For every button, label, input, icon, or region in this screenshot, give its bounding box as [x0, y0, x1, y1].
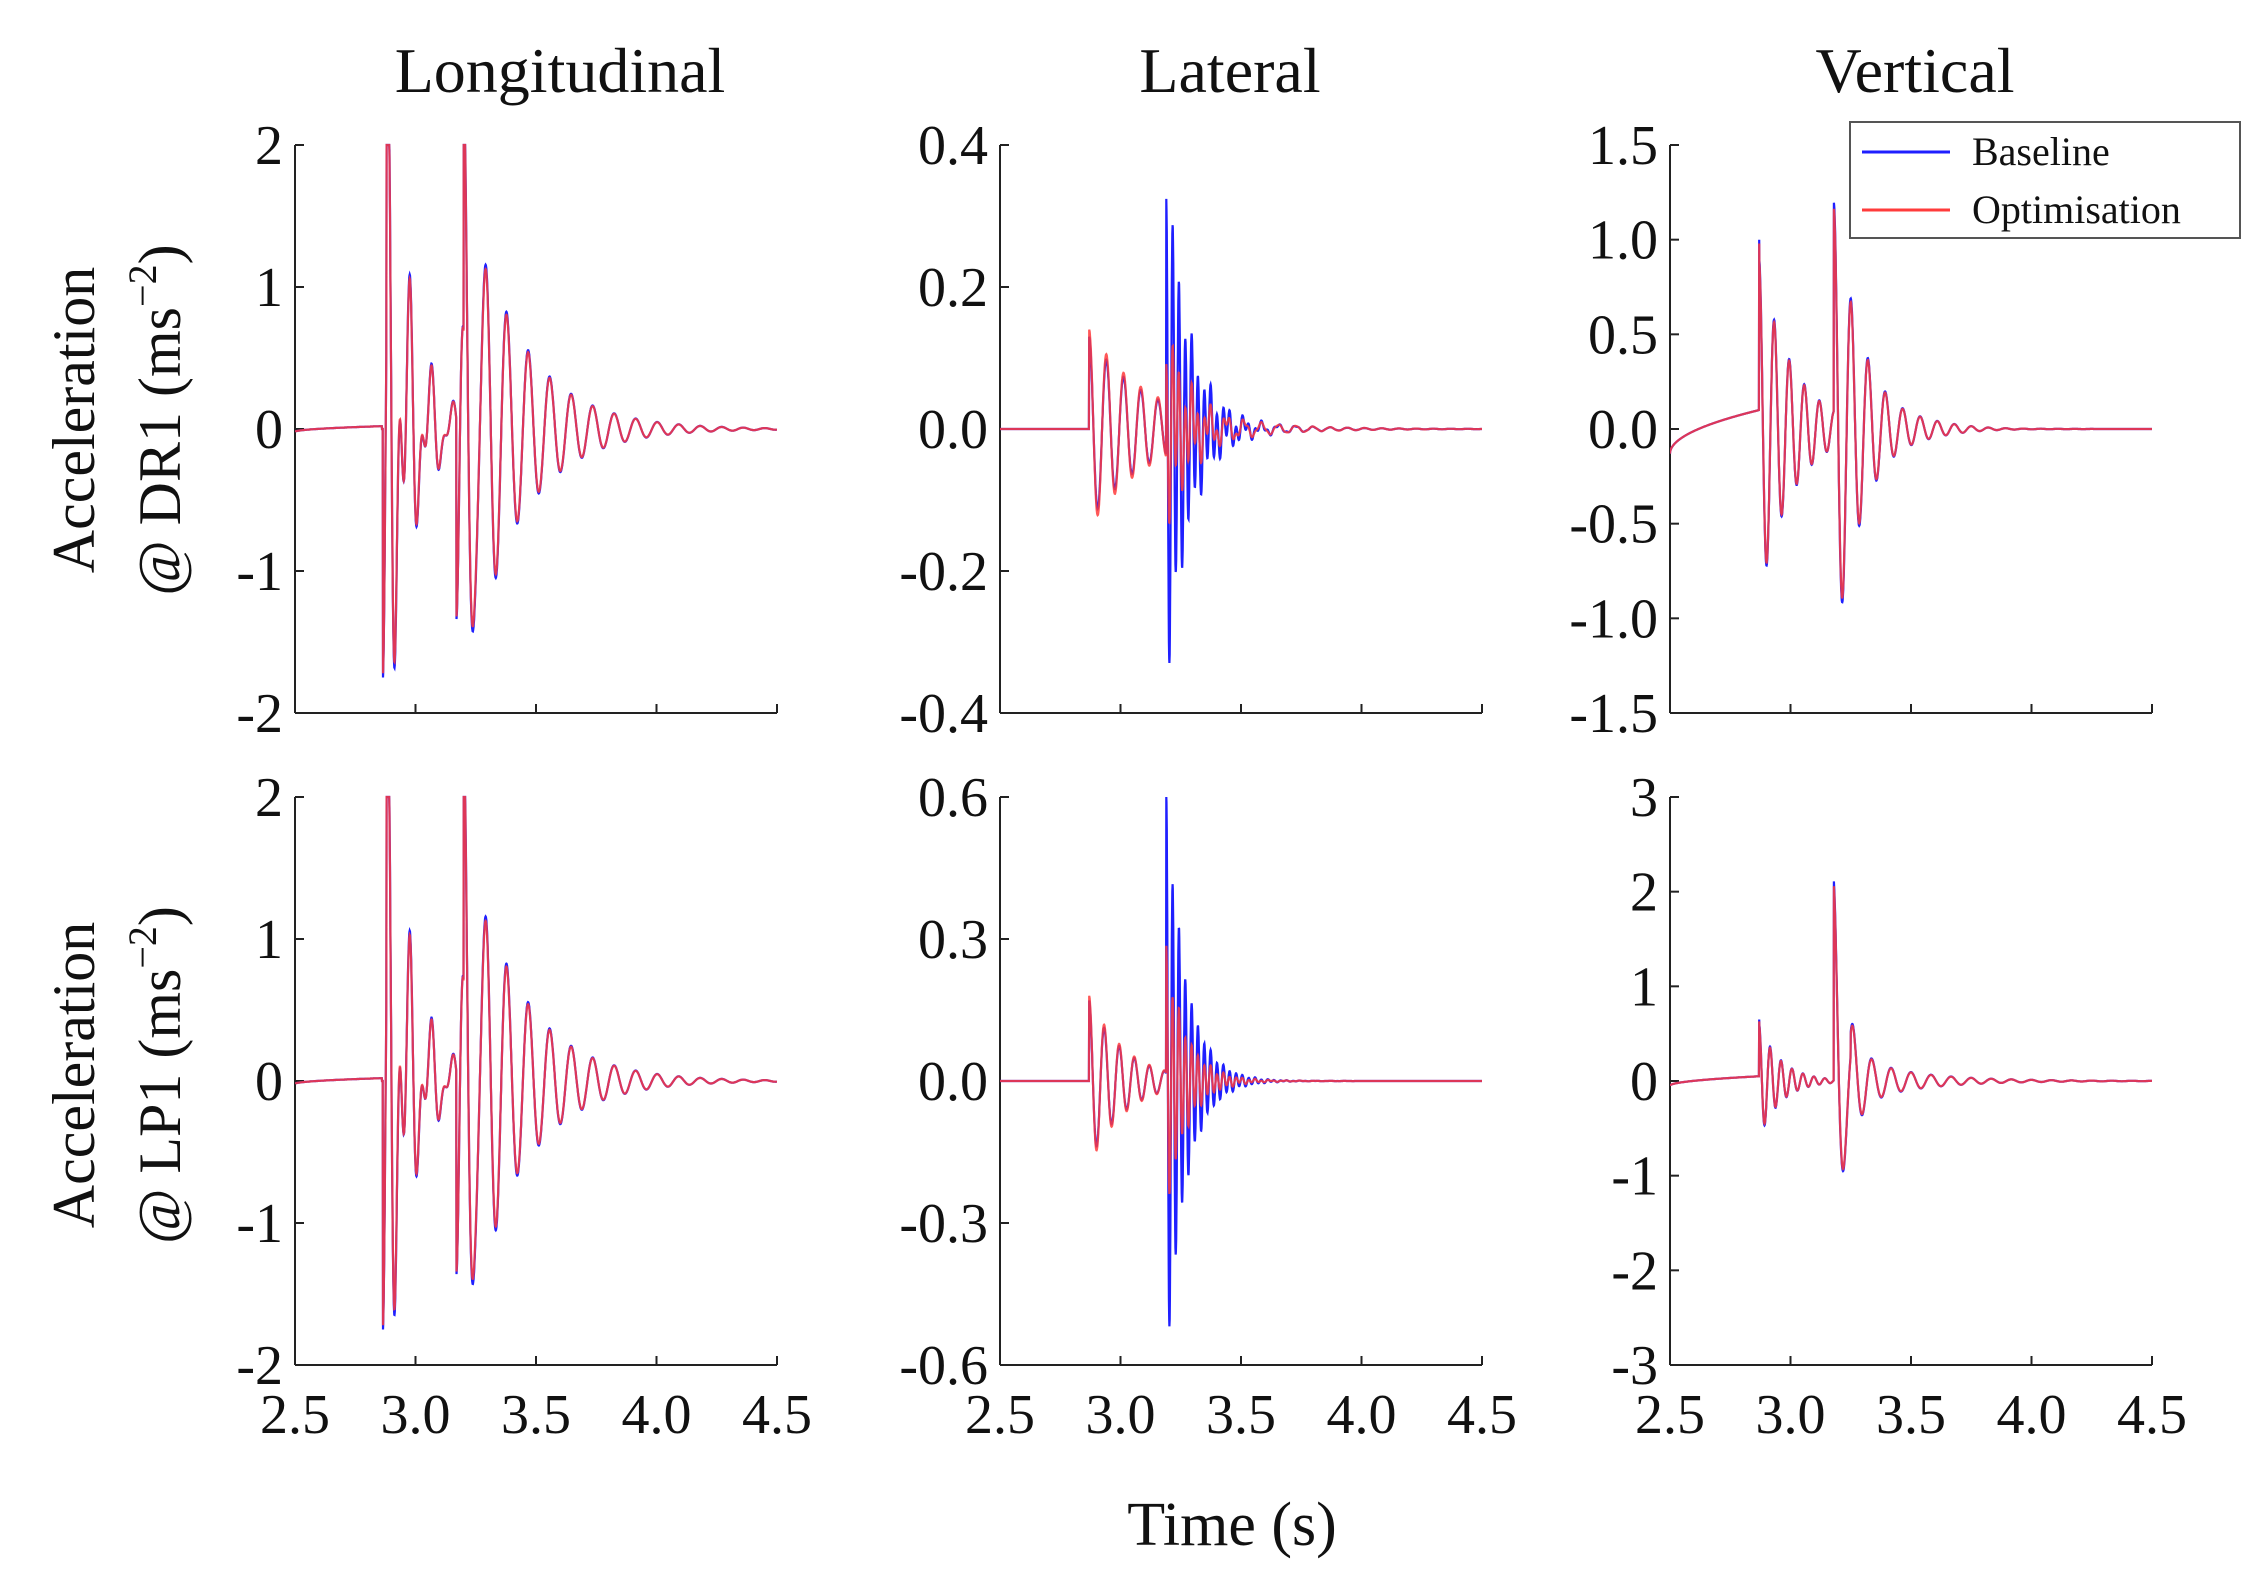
x-tick-label: 4.0 [622, 1384, 692, 1446]
y-tick-label: 1.0 [1588, 210, 1658, 272]
y-label-row-2-suffix: ) [127, 906, 193, 926]
panel-r2-c1: -2 -1 0 1 2 2.5 3.0 3.5 4.0 4.5 [236, 767, 812, 1446]
x-tick-label: 4.0 [1997, 1384, 2067, 1446]
y-label-row-2-prefix: @ LP1 (ms [127, 969, 193, 1244]
optimisation-trace [295, 143, 777, 674]
legend-box [1849, 121, 2241, 239]
x-tick-label: 3.0 [1086, 1384, 1156, 1446]
y-tick-label: 0 [255, 399, 283, 461]
y-tick-label: 0.0 [918, 399, 988, 461]
column-title-longitudinal: Longitudinal [395, 35, 726, 106]
baseline-trace [295, 795, 777, 1330]
y-tick-label: -0.5 [1569, 494, 1658, 556]
panel-r1-c1: -2 -1 0 1 2 [236, 115, 778, 745]
optimisation-trace [1000, 945, 1482, 1195]
baseline-trace [1670, 202, 2152, 604]
y-tick-label: -2 [1611, 1240, 1658, 1302]
x-tick-label: 3.5 [501, 1384, 571, 1446]
y-tick-label: -1.0 [1569, 588, 1658, 650]
y-tick-label: 0.0 [1588, 399, 1658, 461]
x-axis-label: Time (s) [1127, 1491, 1337, 1559]
y-label-row-2-exponent: −2 [120, 926, 165, 969]
y-tick-label: 0.6 [918, 767, 988, 829]
y-label-row-1-prefix: @ DR1 (ms [127, 307, 193, 596]
y-tick-label: 0.4 [918, 115, 988, 177]
y-label-row-1-suffix: ) [127, 244, 193, 264]
y-tick-label: 1 [255, 909, 283, 971]
y-tick-label: 3 [1630, 767, 1658, 829]
y-label-row-2-line1: Acceleration [41, 922, 107, 1228]
panel-r1-c3: -1.5 -1.0 -0.5 0.0 0.5 1.0 1.5 [1569, 115, 2153, 745]
y-tick-label: 0.3 [918, 909, 988, 971]
y-tick-label: -2 [236, 683, 283, 745]
y-tick-label: -0.3 [899, 1193, 988, 1255]
x-tick-label: 4.0 [1327, 1384, 1397, 1446]
y-label-row-1-exponent: −2 [120, 264, 165, 307]
baseline-trace [1000, 796, 1482, 1327]
y-tick-label: -1 [236, 1193, 283, 1255]
optimisation-trace [1670, 886, 2152, 1171]
y-label-row-1-line2: @ DR1 (ms−2) [120, 244, 193, 595]
x-tick-label: 2.5 [260, 1384, 330, 1446]
x-tick-label: 3.5 [1206, 1384, 1276, 1446]
y-tick-label: 0.2 [918, 257, 988, 319]
y-tick-label: 1 [1630, 956, 1658, 1018]
baseline-trace [1670, 881, 2152, 1173]
panels-layer: -2 -1 0 1 2 -0.4 -0.2 0.0 0.2 0.4 -1.5 -1.0 -0.5 0.0 0… [236, 115, 2187, 1446]
y-tick-label: -0.6 [899, 1335, 988, 1397]
x-tick-label: 4.5 [1447, 1384, 1517, 1446]
x-tick-label: 2.5 [965, 1384, 1035, 1446]
y-tick-label: 1.5 [1588, 115, 1658, 177]
y-axis-label-row-2: Acceleration @ LP1 (ms−2) [41, 906, 193, 1244]
baseline-trace [295, 143, 777, 678]
y-tick-label: 2 [255, 767, 283, 829]
y-tick-label: 0.0 [918, 1051, 988, 1113]
x-tick-label: 3.0 [381, 1384, 451, 1446]
y-tick-label: -2 [236, 1335, 283, 1397]
panel-r1-c2: -0.4 -0.2 0.0 0.2 0.4 [899, 115, 1483, 745]
y-tick-label: 0 [1630, 1051, 1658, 1113]
legend-label-optimisation: Optimisation [1972, 187, 2181, 232]
y-axis-label-row-1: Acceleration @ DR1 (ms−2) [41, 244, 193, 595]
y-tick-label: 0.5 [1588, 304, 1658, 366]
column-title-vertical: Vertical [1816, 35, 2015, 106]
x-tick-label: 3.0 [1756, 1384, 1826, 1446]
y-label-row-2-line2: @ LP1 (ms−2) [120, 906, 193, 1244]
y-tick-label: 2 [1630, 862, 1658, 924]
y-tick-label: -1 [236, 541, 283, 603]
y-tick-label: -0.4 [899, 683, 988, 745]
optimisation-trace [295, 795, 777, 1326]
y-tick-label: 0 [255, 1051, 283, 1113]
y-tick-label: -1.5 [1569, 683, 1658, 745]
legend: Baseline Optimisation [1849, 121, 2241, 239]
x-tick-label: 3.5 [1876, 1384, 1946, 1446]
y-tick-label: -3 [1611, 1335, 1658, 1397]
y-tick-label: 1 [255, 257, 283, 319]
y-tick-label: -0.2 [899, 541, 988, 603]
x-tick-label: 4.5 [742, 1384, 812, 1446]
optimisation-trace [1000, 329, 1482, 525]
x-tick-label: 4.5 [2117, 1384, 2187, 1446]
column-title-lateral: Lateral [1139, 35, 1320, 106]
panel-r2-c3: -3 -2 -1 0 1 2 3 2.5 3.0 3.5 4.0 4.5 [1611, 767, 2187, 1446]
optimisation-trace [1670, 208, 2152, 599]
y-tick-label: 2 [255, 115, 283, 177]
y-tick-label: -1 [1611, 1146, 1658, 1208]
y-label-row-1-line1: Acceleration [41, 267, 107, 573]
panel-r2-c2: -0.6 -0.3 0.0 0.3 0.6 2.5 3.0 3.5 4.0 4.5 [899, 767, 1517, 1446]
legend-label-baseline: Baseline [1972, 129, 2110, 174]
x-tick-label: 2.5 [1635, 1384, 1705, 1446]
